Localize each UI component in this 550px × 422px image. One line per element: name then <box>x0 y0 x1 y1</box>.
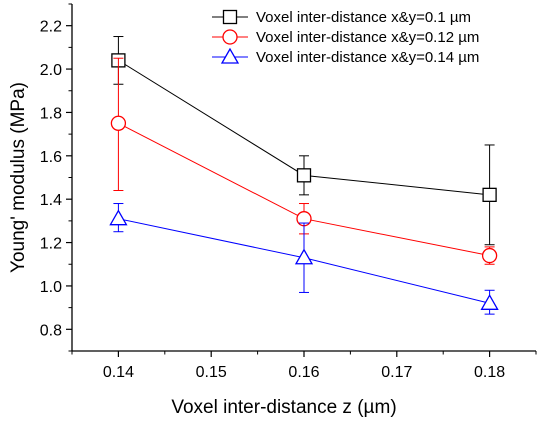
square-marker <box>482 187 497 203</box>
y-axis-title: Young' modulus (MPa) <box>8 82 29 273</box>
square-marker <box>296 168 312 183</box>
y-tick-label: 1.4 <box>40 192 62 209</box>
x-axis-title: Voxel inter-distance z (µm) <box>171 397 396 418</box>
x-tick-label: 0.17 <box>381 364 412 381</box>
triangle-marker <box>220 47 240 64</box>
y-tick-label: 1.8 <box>40 105 62 122</box>
y-tick-label: 2.0 <box>40 62 62 79</box>
x-tick-label: 0.14 <box>103 364 134 381</box>
y-tick-label: 1.0 <box>40 279 62 296</box>
legend-label: Voxel inter-distance x&y=0.12 µm <box>256 29 479 46</box>
circle-marker <box>222 29 238 45</box>
legend-item-0: Voxel inter-distance x&y=0.1 µm <box>212 9 471 26</box>
x-tick-label: 0.16 <box>288 364 319 381</box>
square-marker <box>222 9 238 25</box>
legend-label: Voxel inter-distance x&y=0.1 µm <box>256 9 471 26</box>
legend-item-1: Voxel inter-distance x&y=0.12 µm <box>212 29 479 46</box>
x-tick-label: 0.18 <box>474 364 505 381</box>
series-1 <box>110 57 498 265</box>
y-tick-label: 2.2 <box>40 19 62 36</box>
series-0 <box>111 36 497 246</box>
series-2 <box>109 203 499 315</box>
series-layer <box>109 36 499 315</box>
legend-label: Voxel inter-distance x&y=0.14 µm <box>256 49 479 66</box>
legend-item-2: Voxel inter-distance x&y=0.14 µm <box>212 47 479 66</box>
triangle-marker <box>480 293 499 310</box>
y-tick-label: 1.2 <box>40 236 62 253</box>
chart-legend: Voxel inter-distance x&y=0.1 µm Voxel int… <box>212 9 479 66</box>
y-tick-label: 0.8 <box>40 322 62 339</box>
chart-axes: 0.14 0.15 0.16 0.17 0.18 0.8 1.0 1.2 1.4 1.6 1.8 2.… <box>8 3 537 418</box>
circle-marker <box>481 247 498 264</box>
circle-marker <box>110 115 127 131</box>
triangle-marker <box>109 209 128 226</box>
triangle-marker <box>294 248 314 265</box>
y-tick-label: 1.6 <box>40 149 62 166</box>
x-tick-label: 0.15 <box>196 364 227 381</box>
